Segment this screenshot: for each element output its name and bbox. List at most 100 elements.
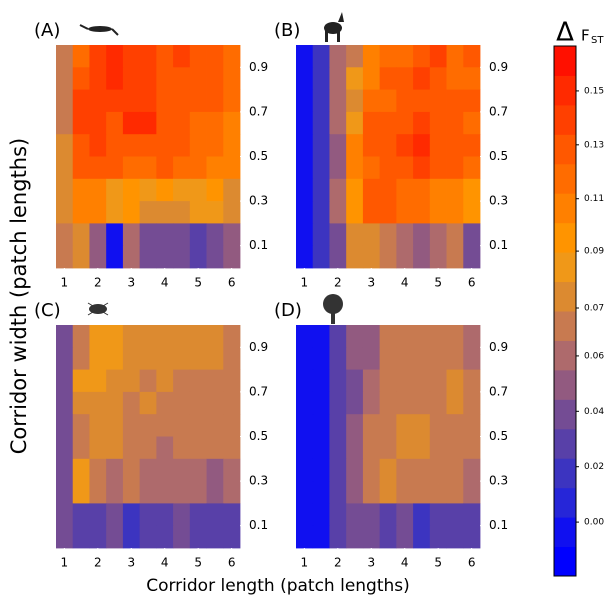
heatmap-cell (329, 45, 347, 68)
colorbar-tick-label: 0.13 (584, 140, 604, 150)
heatmap-cell (312, 223, 330, 247)
heatmap-cell (296, 67, 314, 90)
heatmap-cell (189, 525, 207, 549)
x-tick-label: 3 (127, 276, 135, 290)
heatmap-cell (463, 134, 481, 157)
y-tick-label: 0.3 (249, 194, 268, 208)
colorbar-tick-label: 0.09 (584, 247, 604, 257)
heatmap-cell (446, 245, 464, 269)
panel-label: (A) (34, 20, 60, 41)
heatmap-cell (413, 245, 431, 269)
colorbar-band (554, 428, 576, 459)
heatmap-cell (56, 156, 74, 180)
heatmap-cell (312, 391, 330, 415)
heatmap-cell (156, 89, 174, 113)
heatmap-cell (122, 134, 141, 157)
heatmap-cell (296, 223, 314, 247)
x-tick-label: 5 (194, 556, 202, 570)
heatmap-cell (106, 503, 124, 527)
heatmap-cell (139, 89, 157, 113)
heatmap-cell (156, 436, 174, 460)
heatmap-cell (122, 525, 141, 549)
heatmap-cell (139, 134, 157, 157)
heatmap-cell (156, 414, 174, 437)
y-tick-label: 0.5 (489, 149, 508, 163)
heatmap-cell (106, 436, 124, 460)
heatmap-cell (206, 436, 224, 460)
heatmap-cell (413, 111, 431, 135)
heatmap-cell (206, 89, 224, 113)
heatmap-cell (413, 525, 431, 549)
heatmap-cell (173, 178, 191, 202)
heatmap-cell (72, 156, 90, 180)
heatmap-cell (329, 156, 347, 180)
heatmap-cell (346, 178, 364, 202)
heatmap-cell (139, 245, 157, 269)
heatmap-cell (362, 156, 381, 180)
heatmap-cell (413, 503, 431, 527)
y-tick-label: 0.7 (489, 384, 508, 398)
heatmap-cell (89, 67, 107, 90)
heatmap-cell (396, 436, 414, 460)
heatmap-cell (106, 481, 124, 504)
heatmap-cell (429, 481, 447, 504)
heatmap-cell (122, 67, 141, 90)
heatmap-cell (139, 525, 157, 549)
heatmap-cell (106, 178, 124, 202)
heatmap-cell (396, 178, 414, 202)
heatmap-cell (429, 134, 447, 157)
heatmap-cell (329, 347, 347, 370)
heatmap-cell (379, 67, 397, 90)
heatmap-cell (312, 503, 330, 527)
heatmap-cell (379, 369, 397, 393)
x-tick-label: 5 (434, 276, 442, 290)
heatmap-cell (139, 481, 157, 504)
heatmap-cell (223, 89, 241, 113)
heatmap-cell (106, 111, 124, 135)
heatmap-cell (296, 178, 314, 202)
heatmap-cell (312, 111, 330, 135)
heatmap-cell (189, 325, 207, 348)
heatmap-cell (206, 178, 224, 202)
heatmap-cell (89, 223, 107, 247)
x-tick-label: 1 (301, 556, 309, 570)
heatmap-cell (72, 223, 90, 247)
heatmap-cell (346, 111, 364, 135)
heatmap-cell (189, 436, 207, 460)
heatmap-cell (463, 245, 481, 269)
colorbar-band (554, 46, 576, 76)
heatmap-cell (463, 414, 481, 437)
heatmap-cell (106, 245, 124, 269)
heatmap-cell (56, 369, 74, 393)
heatmap-cell (362, 245, 381, 269)
heatmap-cell (206, 245, 224, 269)
heatmap-cell (89, 458, 107, 482)
heatmap-cell (223, 414, 241, 437)
heatmap-cell (189, 503, 207, 527)
heatmap-cell (72, 201, 90, 224)
y-tick-label: 0.9 (249, 340, 268, 354)
colorbar-band (554, 163, 576, 194)
colorbar-band (554, 517, 576, 548)
heatmap-cell (139, 503, 157, 527)
heatmap-cell (106, 525, 124, 549)
heatmap-cell (396, 45, 414, 68)
heatmap-cell (189, 414, 207, 437)
heatmap-cell (122, 414, 141, 437)
heatmap-cell (379, 156, 397, 180)
heatmap-cell (329, 178, 347, 202)
heatmap-cell (463, 436, 481, 460)
y-tick-label: 0.3 (489, 194, 508, 208)
colorbar-frame (553, 45, 577, 577)
heatmap-cell (296, 45, 314, 68)
x-tick-label: 2 (94, 556, 102, 570)
heatmap-cell (156, 525, 174, 549)
heatmap-cell (72, 67, 90, 90)
heatmap-cell (206, 111, 224, 135)
heatmap-cell (206, 414, 224, 437)
colorbar-band (554, 399, 576, 430)
x-tick-label: 5 (434, 556, 442, 570)
colorbar-band (554, 311, 576, 341)
colorbar-label-sub: ST (591, 35, 604, 46)
heatmap-cell (413, 67, 431, 90)
